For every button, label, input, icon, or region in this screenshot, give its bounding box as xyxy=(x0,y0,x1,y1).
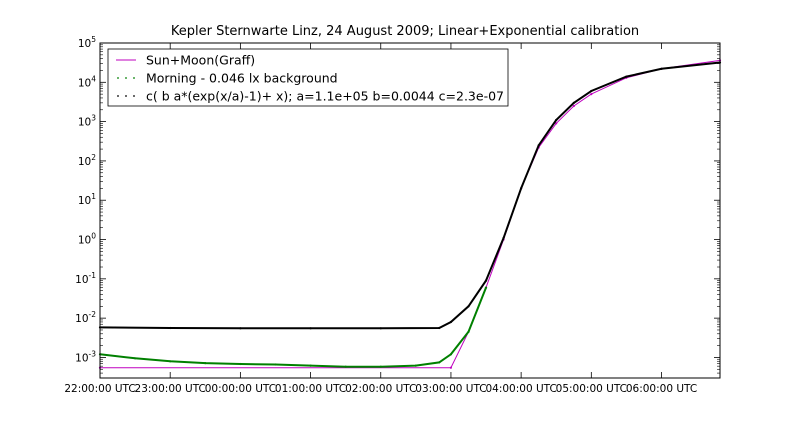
data-point xyxy=(309,364,312,367)
legend-swatch-dot xyxy=(117,77,119,79)
data-point xyxy=(484,286,488,289)
y-tick-label: 10-3 xyxy=(75,349,96,364)
data-point xyxy=(520,187,523,190)
x-tick-label: 06:00:00 UTC xyxy=(626,383,697,395)
legend-swatch-dot xyxy=(133,95,135,97)
data-point xyxy=(274,363,277,366)
data-point xyxy=(239,362,242,366)
data-point xyxy=(467,330,470,333)
series-2 xyxy=(98,61,722,330)
x-tick-label: 04:00:00 UTC xyxy=(485,383,556,395)
y-tick-label: 100 xyxy=(78,232,96,247)
legend-entry-1: Morning - 0.046 lx background xyxy=(117,71,338,86)
data-point xyxy=(414,364,417,367)
data-point xyxy=(555,118,558,122)
plot-area-frame xyxy=(99,42,721,379)
series-1 xyxy=(98,286,488,368)
x-tick-label: 01:00:00 UTC xyxy=(275,383,346,395)
data-point xyxy=(449,353,452,356)
legend-label: Morning - 0.046 lx background xyxy=(146,71,338,86)
legend-swatch-dot xyxy=(133,77,135,79)
data-point xyxy=(169,360,172,363)
chart-title: Kepler Sternwarte Linz, 24 August 2009; … xyxy=(171,24,639,39)
legend-entry-2: c( b a*(exp(x/a)-1)+ x); a=1.1e+05 b=0.0… xyxy=(117,89,504,104)
data-point xyxy=(625,75,628,78)
x-tick-label: 23:00:00 UTC xyxy=(135,383,206,395)
y-tick-label: 103 xyxy=(78,114,96,129)
data-point xyxy=(134,357,137,360)
data-point xyxy=(590,93,593,96)
data-point xyxy=(537,144,540,147)
data-point xyxy=(438,361,441,364)
series-line-2 xyxy=(99,61,721,330)
series-line-1 xyxy=(99,287,487,368)
x-tick-label: 00:00:00 UTC xyxy=(205,383,276,395)
y-tick-label: 105 xyxy=(78,35,96,50)
x-tick-label: 03:00:00 UTC xyxy=(415,383,486,395)
data-point xyxy=(590,89,593,93)
data-point xyxy=(379,365,382,368)
series-line-0 xyxy=(100,59,721,369)
legend-swatch-dot xyxy=(117,95,119,97)
data-point xyxy=(449,366,452,369)
data-point xyxy=(467,305,470,308)
y-tick-label: 104 xyxy=(78,74,96,89)
data-point xyxy=(502,236,505,239)
legend-label: Sun+Moon(Graff) xyxy=(146,53,255,68)
legend-entry-0: Sun+Moon(Graff) xyxy=(116,53,255,68)
x-tick-label: 22:00:00 UTC xyxy=(64,383,135,395)
data-point xyxy=(309,327,312,330)
plot-series xyxy=(98,59,722,369)
data-point xyxy=(239,327,242,330)
legend-swatch-dot xyxy=(125,95,127,97)
legend-box xyxy=(107,48,509,107)
data-point xyxy=(344,365,347,368)
y-tick-label: 101 xyxy=(78,192,96,207)
legend-swatch-dot xyxy=(125,77,127,79)
data-point xyxy=(572,104,575,108)
y-tick-label: 102 xyxy=(78,153,96,168)
data-point xyxy=(555,122,558,125)
data-point xyxy=(379,327,382,330)
y-tick-label: 10-2 xyxy=(75,310,96,325)
data-point xyxy=(169,326,172,330)
data-point xyxy=(204,362,207,365)
data-point xyxy=(449,320,452,324)
data-point xyxy=(484,279,488,282)
data-point xyxy=(660,67,663,70)
y-tick-label: 10-1 xyxy=(75,271,96,286)
x-tick-label: 02:00:00 UTC xyxy=(345,383,416,395)
x-tick-label: 05:00:00 UTC xyxy=(556,383,627,395)
legend-label: c( b a*(exp(x/a)-1)+ x); a=1.1e+05 b=0.0… xyxy=(146,89,504,104)
data-point xyxy=(438,326,441,330)
legend: Sun+Moon(Graff) Morning - 0.046 lx backgr… xyxy=(107,48,509,107)
data-point xyxy=(572,101,575,104)
axes: 10-3 10-2 10-1 100 101 102 103 104 105 22:00:00 U… xyxy=(64,35,720,395)
